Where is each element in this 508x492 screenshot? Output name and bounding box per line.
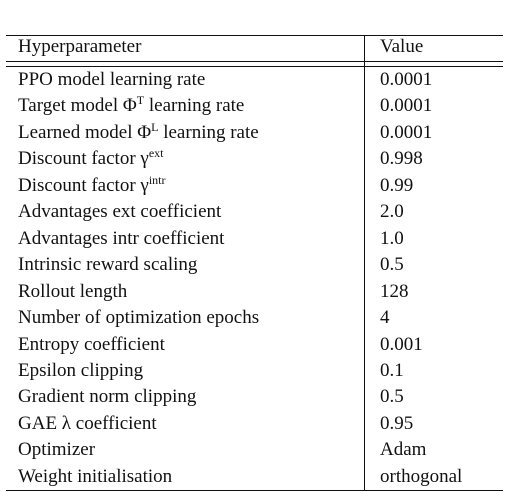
row-value: 0.001: [380, 333, 423, 355]
row-label: PPO model learning rate: [18, 69, 205, 91]
row-value: Adam: [380, 439, 427, 461]
label-superscript: ext: [148, 146, 164, 161]
row-label: Entropy coefficient: [18, 334, 165, 356]
label-superscript: intr: [148, 172, 166, 187]
row-label: Discount factor γext: [18, 146, 164, 170]
label-text: Number of optimization epochs: [18, 307, 260, 329]
label-text: Advantages ext coefficient: [18, 201, 222, 223]
row-value: 0.5: [380, 386, 404, 408]
row-label: Rollout length: [18, 281, 127, 303]
label-text: GAE λ coefficient: [18, 412, 157, 434]
row-label: Number of optimization epochs: [18, 307, 259, 329]
row-label: Gradient norm clipping: [18, 386, 196, 408]
row-value: 0.0001: [380, 69, 433, 90]
row-value: 4: [380, 307, 390, 329]
label-text: Learned model Φ: [18, 121, 152, 143]
row-value: orthogonal: [380, 465, 463, 487]
header-cell: Value: [380, 36, 424, 57]
label-text: Weight initialisation: [18, 465, 173, 487]
label-text: Advantages intr coefficient: [18, 227, 225, 249]
label-text: Gradient norm clipping: [18, 386, 197, 408]
row-label: Weight initialisation: [18, 466, 172, 488]
row-label: GAE λ coefficient: [18, 413, 157, 435]
label-superscript: T: [136, 93, 145, 108]
label-text: learning rate: [144, 95, 245, 117]
label-text: Optimizer: [18, 439, 96, 461]
row-value: 0.1: [380, 359, 404, 381]
label-text: PPO model learning rate: [18, 69, 206, 90]
column-divider: [364, 35, 365, 491]
row-value: 2.0: [380, 201, 404, 223]
row-value: 0.0001: [380, 95, 433, 117]
label-text: Epsilon clipping: [18, 359, 144, 381]
label-text: Intrinsic reward scaling: [18, 254, 198, 276]
row-label: Epsilon clipping: [18, 360, 143, 382]
label-text: Rollout length: [18, 280, 128, 302]
label-text: Target model Φ: [18, 95, 137, 117]
label-superscript: L: [151, 119, 159, 134]
header-rule: [6, 61, 503, 62]
row-value: 1.0: [380, 227, 404, 249]
bottom-rule: [6, 490, 503, 491]
row-value: 0.95: [380, 412, 414, 434]
row-label: Advantages ext coefficient: [18, 201, 221, 223]
row-label: Target model ΦT learning rate: [18, 93, 245, 117]
row-value: 0.0001: [380, 121, 433, 143]
label-text: learning rate: [158, 121, 259, 143]
header-rule: [6, 66, 503, 67]
label-text: Discount factor γ: [18, 148, 149, 170]
row-value: 128: [380, 280, 409, 302]
row-label: Optimizer: [18, 439, 95, 461]
row-value: 0.99: [380, 174, 414, 196]
top-rule: [6, 35, 503, 36]
row-label: Intrinsic reward scaling: [18, 254, 197, 276]
row-value: 0.998: [380, 148, 423, 170]
label-text: Discount factor γ: [18, 174, 149, 196]
row-label: Advantages intr coefficient: [18, 228, 224, 250]
label-text: Entropy coefficient: [18, 333, 165, 355]
row-value: 0.5: [380, 254, 404, 276]
row-label: Discount factor γintr: [18, 172, 166, 197]
row-label: Learned model ΦL learning rate: [18, 119, 259, 144]
header-cell: Hyperparameter: [18, 36, 142, 57]
